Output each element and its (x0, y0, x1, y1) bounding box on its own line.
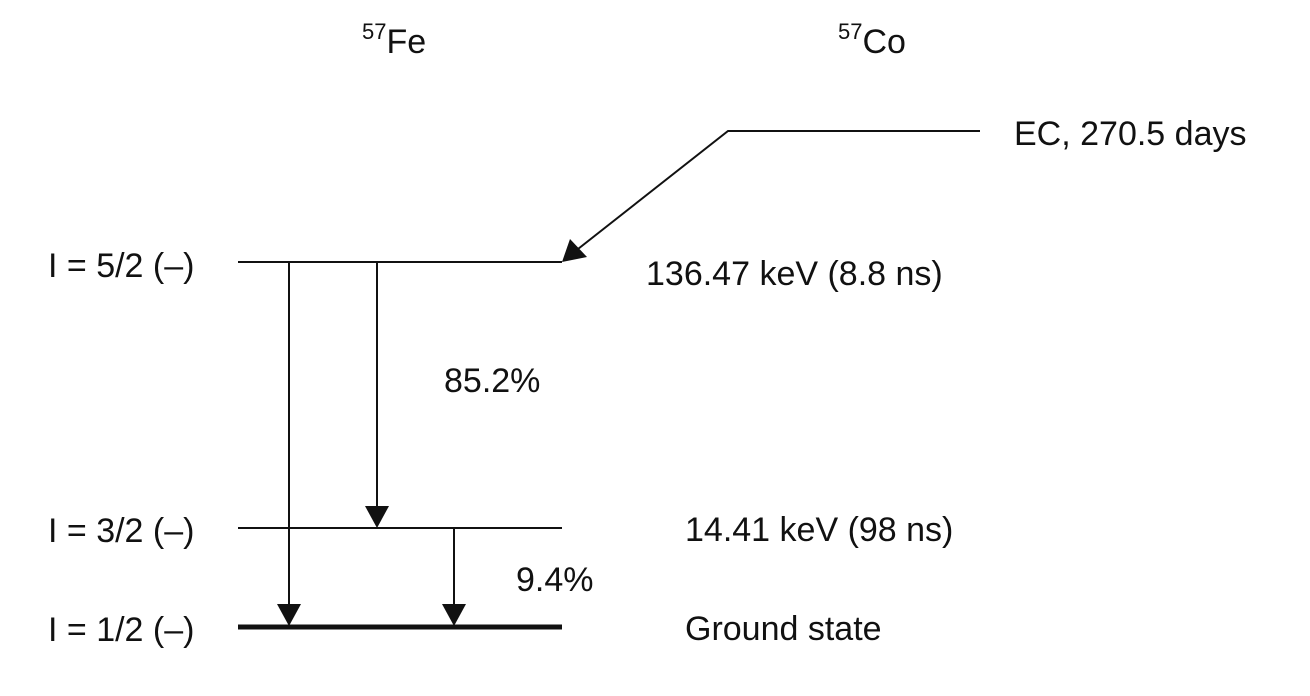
transition-arrowhead-3-2-to-1-2 (442, 604, 466, 626)
co-mass-number: 57 (838, 19, 862, 44)
fe-isotope-label: 57Fe (362, 19, 426, 61)
transition-arrowhead-5-2-to-1-2 (277, 604, 301, 626)
ec-decay-arrowhead (562, 239, 587, 262)
transition-label-9: 9.4% (516, 561, 594, 599)
ec-decay-path (577, 130, 980, 250)
level-spin-1-2: I = 1/2 (–) (48, 611, 194, 649)
level-spin-3-2: I = 3/2 (–) (48, 512, 194, 550)
transition-label-85: 85.2% (444, 362, 540, 400)
level-spin-5-2: I = 5/2 (–) (48, 247, 194, 285)
ec-decay-label: EC, 270.5 days (1014, 115, 1246, 153)
co-symbol: Co (862, 23, 905, 61)
transition-arrowhead-5-2-to-3-2 (365, 506, 389, 528)
level-energy-5-2: 136.47 keV (8.8 ns) (646, 255, 943, 293)
fe-mass-number: 57 (362, 19, 386, 44)
level-energy-ground: Ground state (685, 610, 882, 648)
co-isotope-label: 57Co (838, 19, 906, 61)
level-energy-3-2: 14.41 keV (98 ns) (685, 511, 953, 549)
fe-symbol: Fe (386, 23, 426, 61)
